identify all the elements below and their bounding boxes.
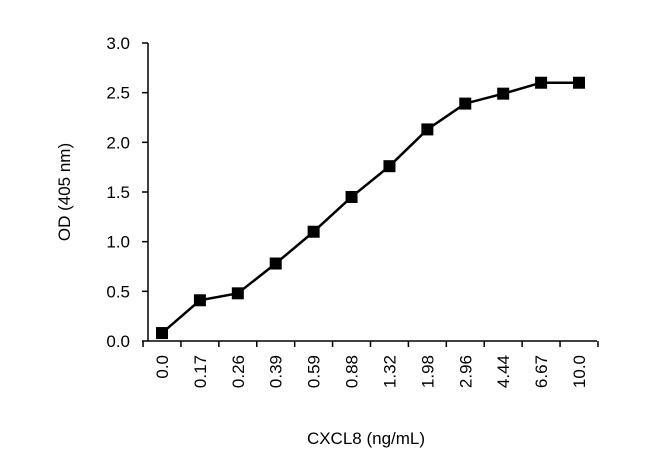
y-tick-label: 0.5 <box>106 282 130 301</box>
y-tick-label: 3.0 <box>106 34 130 53</box>
x-tick-label: 2.96 <box>456 355 475 388</box>
x-tick-label: 0.0 <box>153 355 172 379</box>
data-point-marker <box>156 327 168 340</box>
series-group <box>156 76 585 340</box>
data-point-marker <box>269 257 282 270</box>
data-point-marker <box>383 160 396 173</box>
x-tick-label: 1.32 <box>380 355 399 388</box>
x-tick-label: 1.98 <box>418 355 437 388</box>
x-tick-label: 0.59 <box>305 355 324 388</box>
x-tick-label: 6.67 <box>532 355 551 388</box>
x-tick-label: 0.17 <box>191 355 210 388</box>
x-tick-label: 0.26 <box>229 355 248 388</box>
data-point-marker <box>535 76 548 89</box>
x-tick-label: 0.88 <box>343 355 362 388</box>
data-point-marker <box>345 190 358 203</box>
x-tick-label: 0.39 <box>267 355 286 388</box>
data-point-marker <box>459 97 472 110</box>
x-axis-title: CXCL8 (ng/mL) <box>307 429 425 448</box>
y-tick-label: 0.0 <box>106 332 130 351</box>
data-point-marker <box>497 87 510 100</box>
y-tick-label: 2.5 <box>106 84 130 103</box>
data-point-marker <box>231 287 244 300</box>
data-point-marker <box>307 225 320 238</box>
x-tick-label: 4.44 <box>494 355 513 388</box>
y-tick-label: 1.5 <box>106 183 130 202</box>
y-tick-label: 2.0 <box>106 133 130 152</box>
y-tick-label: 1.0 <box>106 233 130 252</box>
data-point-marker <box>573 76 585 89</box>
data-point-marker <box>421 123 434 136</box>
x-axis-ticks: 0.0 0.17 0.26 0.39 0.59 0.88 1.32 1.98 2.96 4.44 6… <box>142 341 599 388</box>
series-line <box>161 81 579 334</box>
y-axis-ticks: 0.0 0.5 1.0 1.5 2.0 2.5 3.0 <box>106 34 148 351</box>
x-tick-label: 10.0 <box>570 355 589 388</box>
y-axis-title: OD (405 nm) <box>55 143 74 241</box>
data-point-marker <box>193 294 206 307</box>
